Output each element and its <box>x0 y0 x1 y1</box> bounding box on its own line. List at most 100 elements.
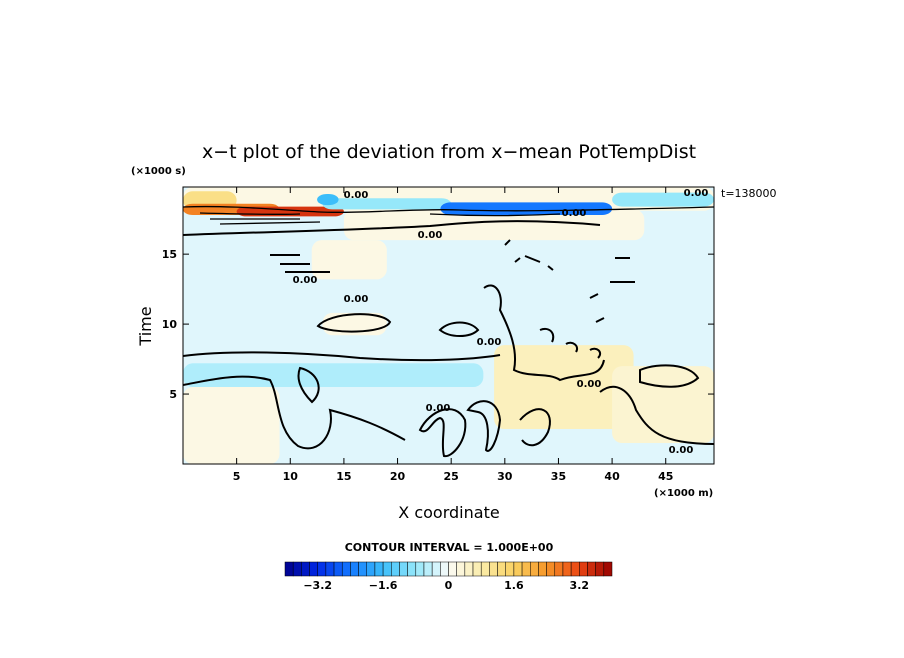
colorbar-tick-label: 0 <box>445 579 453 592</box>
plot-area: 0.00 0.00 0.00 0.00 0.00 0.00 0.00 0.00 … <box>183 187 714 464</box>
colorbar-cell <box>489 561 498 577</box>
chart-title: x−t plot of the deviation from x−mean Po… <box>202 141 696 163</box>
colorbar-cell <box>440 561 449 577</box>
contour-line <box>270 254 330 273</box>
y-axis-label: Time <box>136 306 155 346</box>
contour-label: 0.00 <box>477 337 502 348</box>
colorbar-cell <box>587 561 596 577</box>
contour-line <box>183 375 406 450</box>
contour-line <box>639 364 700 388</box>
heat-region <box>311 240 387 280</box>
x-tick-label: 45 <box>658 470 673 483</box>
colorbar-cell <box>317 561 327 577</box>
contour-line <box>599 385 714 445</box>
colorbar-cell <box>407 561 417 577</box>
colorbar-cell <box>546 561 556 577</box>
heat-region <box>494 345 634 430</box>
colorbar-tick-label: 1.6 <box>504 579 524 592</box>
y-tick-label: 10 <box>162 318 178 331</box>
colorbar-tick-label: −3.2 <box>303 579 332 592</box>
colorbar-cell <box>570 561 580 577</box>
x-tick-label: 5 <box>233 470 241 483</box>
colorbar-cell <box>472 561 482 577</box>
colorbar-cell <box>301 561 310 577</box>
heat-region <box>612 366 714 444</box>
contour-line <box>199 212 561 217</box>
contour-line <box>183 220 601 236</box>
x-tick-label: 35 <box>551 470 566 483</box>
x-unit-label: (×1000 m) <box>654 488 713 499</box>
contour-label: 0.00 <box>426 403 451 414</box>
contour-label: 0.00 <box>344 294 369 305</box>
colorbar-cell <box>423 561 433 577</box>
colorbar-cell <box>595 561 605 577</box>
heat-region <box>440 202 613 215</box>
x-tick-label: 40 <box>604 470 620 483</box>
colorbar-cell <box>603 561 613 577</box>
contour-label: 0.00 <box>684 188 709 199</box>
colorbar-cell <box>448 561 457 577</box>
colorbar-cell <box>415 561 425 577</box>
colorbar-cell <box>382 561 392 577</box>
colorbar-cell <box>456 561 466 577</box>
colorbar-cell <box>554 561 564 577</box>
x-tick-label: 30 <box>497 470 513 483</box>
colorbar-cell <box>399 561 408 577</box>
contour-line <box>539 328 602 359</box>
contour-label: 0.00 <box>344 190 369 201</box>
colorbar-cell <box>562 561 572 577</box>
contour-label: 0.00 <box>577 379 602 390</box>
contour-line <box>466 400 502 452</box>
plot-frame <box>182 186 715 465</box>
colorbar-cell <box>497 561 506 577</box>
colorbar-cell <box>350 561 359 577</box>
colorbar-tick-label: 3.2 <box>570 579 590 592</box>
contour-label: 0.00 <box>293 275 318 286</box>
colorbar-cell <box>538 561 547 577</box>
contour-line <box>297 366 320 404</box>
contour-line <box>483 284 605 382</box>
x-axis-label: X coordinate <box>398 503 499 522</box>
y-unit-label: (×1000 s) <box>131 166 186 177</box>
colorbar-cell <box>480 561 490 577</box>
contour-line <box>519 408 551 447</box>
colorbar-cell <box>391 561 400 577</box>
x-tick-label: 15 <box>336 470 351 483</box>
contour-line <box>504 239 605 323</box>
heat-region <box>317 193 339 206</box>
colorbar-cell <box>505 561 515 577</box>
contour-interval-label: CONTOUR INTERVAL = 1.000E+00 <box>345 541 554 554</box>
heat-region <box>183 387 280 464</box>
x-tick-label: 10 <box>283 470 299 483</box>
colorbar-cell <box>374 561 384 577</box>
colorbar-cell <box>513 561 523 577</box>
contour-line <box>183 205 714 214</box>
colorbar-cell <box>464 561 474 577</box>
x-tick-label: 20 <box>390 470 406 483</box>
colorbar-tick-label: −1.6 <box>369 579 398 592</box>
contour-line <box>438 321 480 337</box>
contour-line <box>183 351 501 362</box>
colorbar-cell <box>292 561 302 577</box>
contour-line <box>610 257 635 283</box>
heat-region <box>612 192 714 207</box>
colorbar-cell <box>579 561 588 577</box>
y-tick-label: 15 <box>162 248 177 261</box>
contour-label: 0.00 <box>418 230 443 241</box>
colorbar-cell <box>366 561 376 577</box>
contour-label: 0.00 <box>562 208 587 219</box>
colorbar-cell <box>530 561 539 577</box>
colorbar-cell <box>341 561 351 577</box>
contour-line <box>418 408 467 458</box>
y-tick-label: 5 <box>169 388 177 401</box>
colorbar-cell <box>358 561 368 577</box>
colorbar-cell <box>284 561 294 577</box>
contour-line <box>316 313 392 333</box>
heat-region <box>322 198 452 210</box>
time-stamp-label: t=138000 <box>721 187 777 200</box>
colorbar-cell <box>325 561 335 577</box>
colorbar-cell <box>431 561 441 577</box>
contour-line <box>210 218 321 225</box>
contour-label: 0.00 <box>669 445 694 456</box>
